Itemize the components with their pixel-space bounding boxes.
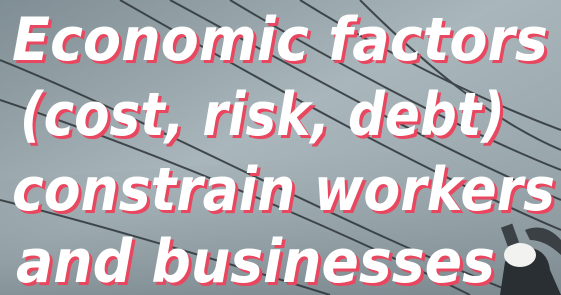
headline-line: (cost, risk, debt)	[20, 80, 505, 150]
headline-line: Economic factors	[12, 5, 548, 75]
headline-line: and businesses	[16, 227, 495, 295]
poster: Economic factors (cost, risk, debt) cons…	[0, 0, 561, 295]
headline-line: constrain workers	[12, 155, 555, 225]
